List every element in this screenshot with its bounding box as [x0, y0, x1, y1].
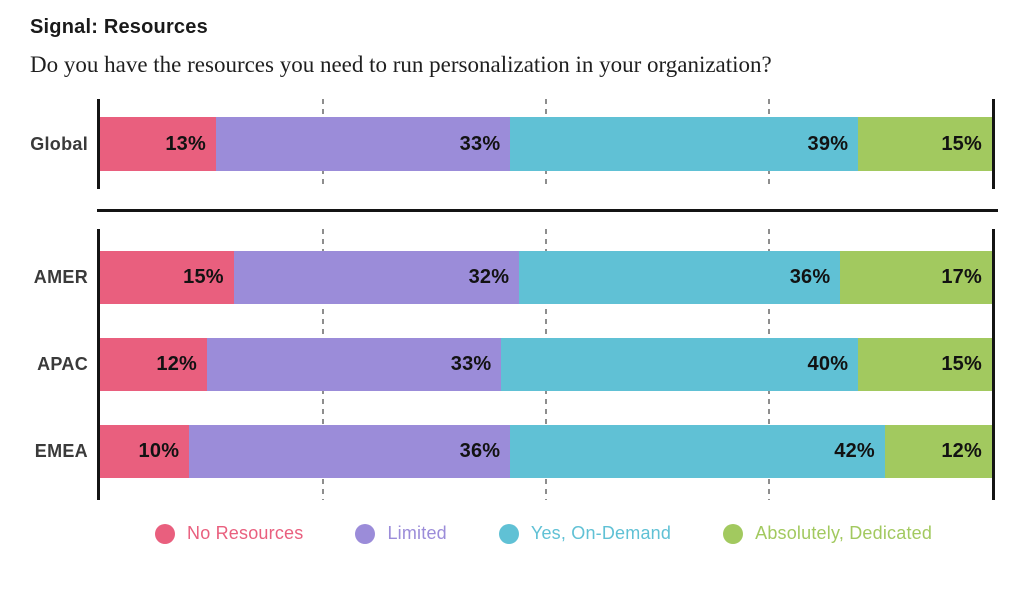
bar-row-emea: EMEA 10% 36% 42% 12% [35, 425, 992, 478]
legend-dot-icon [498, 523, 519, 544]
segment-value-label: 40% [807, 353, 849, 375]
legend-label: Limited [387, 523, 447, 543]
bar-segment: 33% [207, 338, 502, 391]
bar-segment: 13% [100, 117, 216, 171]
chart-title: Signal: Resources [30, 16, 208, 38]
segment-value-label: 39% [807, 132, 849, 155]
legend-label: Yes, On-Demand [530, 523, 672, 543]
segment-value-label: 12% [941, 440, 982, 462]
legend-item: Limited [355, 523, 447, 544]
legend-dot-icon [355, 523, 376, 544]
legend-label: No Resources [187, 523, 304, 543]
bar-segment: 32% [233, 251, 520, 304]
bar-segment: 15% [858, 117, 992, 171]
bar-segment: 42% [510, 425, 885, 478]
segment-value-label: 10% [138, 440, 180, 462]
segment-value-label: 12% [156, 353, 198, 375]
bar-segment: 15% [858, 338, 992, 391]
bar-segment: 12% [884, 425, 992, 478]
bar-row-apac: APAC 12% 33% 40% 15% [37, 338, 992, 391]
bar-segment: 15% [100, 251, 234, 304]
bar-segment: 36% [519, 251, 841, 304]
legend-item: Yes, On-Demand [498, 523, 672, 544]
chart-subtitle: Do you have the resources you need to ru… [30, 52, 772, 77]
bar-row-amer: AMER 15% 32% 36% 17% [34, 251, 992, 304]
bar-segment: 36% [189, 425, 511, 478]
legend-label: Absolutely, Dedicated [755, 523, 933, 543]
section-divider [97, 209, 998, 212]
chart-section-regions: AMER 15% 32% 36% 17% APAC 12% 33% 40% 15% EMEA 10% 3… [34, 229, 995, 500]
segment-value-label: 13% [165, 132, 206, 155]
bar-segment: 12% [100, 338, 208, 391]
segment-value-label: 36% [459, 440, 501, 462]
legend-dot-icon [723, 523, 744, 544]
segment-value-label: 42% [834, 440, 875, 462]
legend-item: Absolutely, Dedicated [723, 523, 932, 544]
row-label: APAC [37, 354, 88, 374]
segment-value-label: 15% [183, 266, 224, 288]
segment-value-label: 33% [459, 132, 501, 155]
segment-value-label: 15% [941, 353, 982, 375]
legend: No Resources Limited Yes, On-Demand Absolut… [155, 523, 1024, 544]
segment-value-label: 17% [941, 266, 982, 288]
legend-item: No Resources [155, 523, 303, 544]
chart-section-global: Global 13% 33% 39% 15% [30, 99, 995, 189]
segment-value-label: 15% [941, 132, 982, 155]
row-label: AMER [33, 267, 88, 287]
segment-value-label: 32% [468, 266, 510, 288]
row-label: EMEA [34, 441, 88, 461]
bar-segment: 33% [215, 117, 511, 171]
bar-segment: 40% [501, 338, 859, 391]
segment-value-label: 33% [450, 353, 492, 375]
legend-dot-icon [155, 523, 175, 544]
bar-row-global: Global 13% 33% 39% 15% [30, 117, 992, 171]
bar-segment: 39% [510, 117, 859, 171]
stacked-bar-chart: Global 13% 33% 39% 15% AMER 15% 32% 36% 17% APAC 12… [0, 99, 1024, 500]
bar-segment: 17% [840, 251, 992, 304]
row-label: Global [30, 133, 88, 154]
chart-header: Signal: Resources Do you have the resour… [0, 0, 1024, 78]
segment-value-label: 36% [789, 266, 831, 288]
bar-segment: 10% [100, 425, 190, 478]
